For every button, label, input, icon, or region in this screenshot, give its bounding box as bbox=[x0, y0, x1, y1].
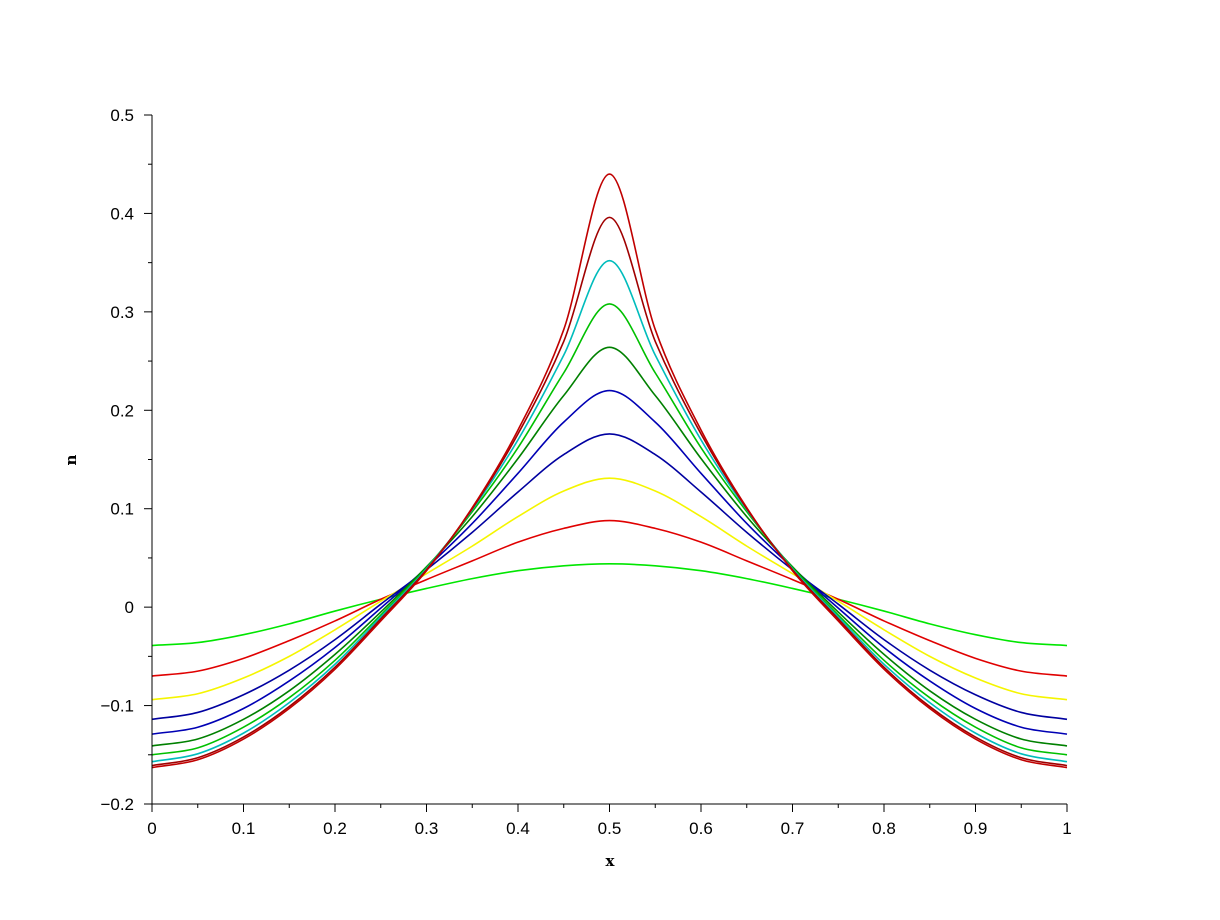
series-line-5 bbox=[151, 389, 1068, 735]
series-line-6 bbox=[151, 346, 1068, 747]
y-tick-label: 0 bbox=[125, 598, 134, 617]
series-line-10 bbox=[151, 173, 1068, 769]
series-layer bbox=[151, 173, 1068, 769]
x-tick-label: 0.7 bbox=[781, 819, 805, 838]
series-line-7 bbox=[151, 303, 1068, 756]
series-line-8 bbox=[151, 259, 1068, 763]
series-line-1 bbox=[151, 563, 1068, 647]
y-tick-label: 0.2 bbox=[110, 401, 134, 420]
x-tick-label: 1 bbox=[1062, 819, 1071, 838]
series-line-2 bbox=[151, 519, 1068, 677]
series-line-9 bbox=[151, 216, 1068, 767]
y-tick-label: 0.3 bbox=[110, 303, 134, 322]
x-tick-label: 0.9 bbox=[964, 819, 988, 838]
x-tick-label: 0.8 bbox=[872, 819, 896, 838]
series-line-3 bbox=[151, 477, 1068, 701]
y-tick-label: 0.5 bbox=[110, 106, 134, 125]
x-tick-label: 0.2 bbox=[323, 819, 347, 838]
axes-layer: 0 0.1 0.2 0.3 0.4 0.5 0.6 0.7 0.8 0.9 1 −0.2 −0.1 0 0.… bbox=[100, 106, 1071, 838]
x-tick-label: 0.5 bbox=[598, 819, 622, 838]
y-tick-label: 0.1 bbox=[110, 500, 134, 519]
x-tick-label: 0.3 bbox=[415, 819, 439, 838]
y-tick-label: 0.4 bbox=[110, 204, 134, 223]
x-tick-label: 0 bbox=[147, 819, 156, 838]
x-tick-label: 0.4 bbox=[506, 819, 530, 838]
series-line-4 bbox=[151, 433, 1068, 721]
x-axis-title: x bbox=[606, 852, 616, 870]
x-tick-label: 0.6 bbox=[689, 819, 713, 838]
y-axis-title: n bbox=[62, 454, 80, 465]
x-tick-label: 0.1 bbox=[232, 819, 256, 838]
y-tick-label: −0.1 bbox=[100, 697, 134, 716]
y-tick-label: −0.2 bbox=[100, 795, 134, 814]
